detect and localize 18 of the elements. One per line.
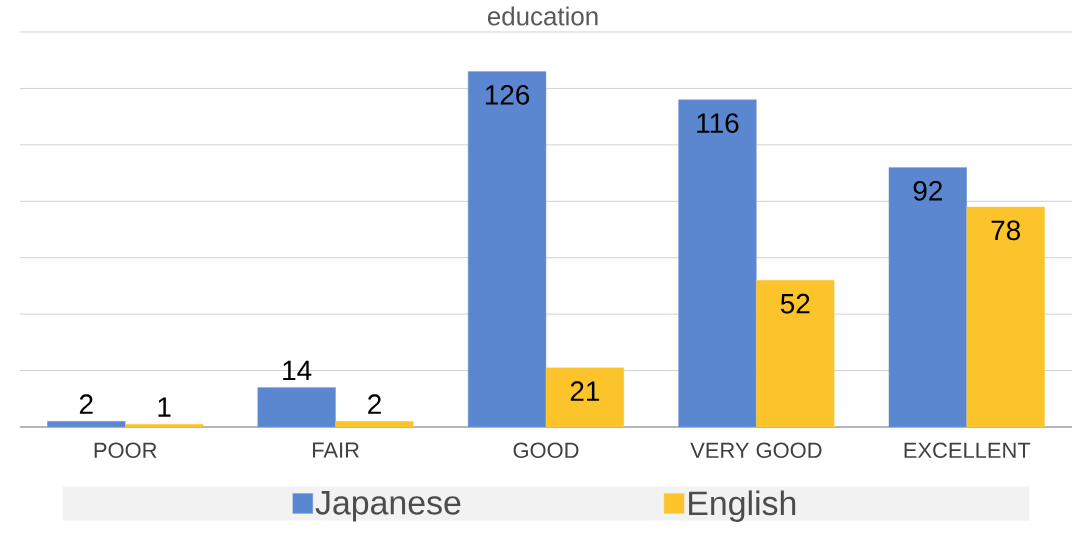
data-label: 92 bbox=[913, 180, 942, 201]
data-label: 126 bbox=[485, 85, 530, 105]
data-label: 52 bbox=[780, 293, 810, 314]
data-label: 1 bbox=[158, 397, 171, 417]
data-label: 14 bbox=[283, 360, 312, 380]
data-label: 2 bbox=[79, 394, 93, 414]
legend-label: Japanese bbox=[315, 491, 461, 522]
x-tick-label: GOOD bbox=[513, 442, 579, 459]
x-tick-label: VERY GOOD bbox=[690, 442, 822, 459]
x-tick-label: POOR bbox=[94, 442, 157, 459]
chart-title: education bbox=[487, 6, 598, 26]
data-label: 2 bbox=[368, 394, 381, 414]
x-tick-label: EXCELLENT bbox=[904, 442, 1031, 459]
data-label: 21 bbox=[570, 381, 600, 401]
x-tick-label: FAIR bbox=[313, 442, 359, 458]
data-label: 116 bbox=[697, 113, 739, 133]
data-label: 78 bbox=[991, 220, 1020, 241]
legend-label: English bbox=[689, 490, 796, 523]
